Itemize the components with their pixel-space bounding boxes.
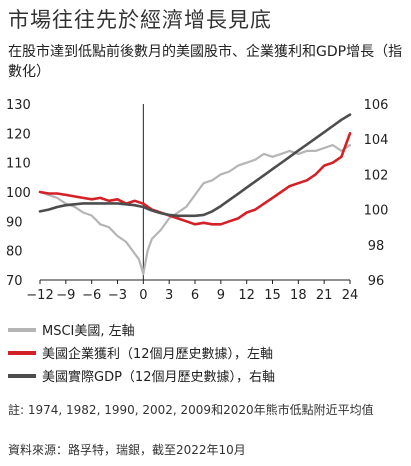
y-right-tick-label: 98 [368, 239, 385, 254]
y-left-tick-label: 110 [6, 157, 31, 172]
chart-legend: MSCI美國, 左軸 美國企業獲利（12個月歷史數據），左軸 美國實際GDP（1… [8, 318, 275, 387]
y-right-tick-label: 106 [364, 98, 389, 113]
y-right-tick-label: 104 [364, 133, 389, 148]
y-left-tick-label: 100 [6, 186, 31, 201]
x-tick-label: −9 [56, 288, 75, 303]
x-tick-label: 18 [290, 288, 307, 303]
y-right-tick-label: 100 [364, 204, 389, 219]
y-left-tick-label: 130 [6, 98, 31, 113]
series-line-gdp [38, 113, 352, 218]
x-tick-label: 12 [238, 288, 255, 303]
y-right-tick-label: 102 [364, 168, 389, 183]
x-tick-label: 9 [217, 288, 225, 303]
y-left-tick-label: 120 [6, 127, 31, 142]
series-line-msci [38, 144, 352, 276]
x-tick-label: 15 [264, 288, 281, 303]
chart-axes: −12 −9 −6 −3 0 3 6 9 12 15 18 21 24 70 80 90 100 110 120 13… [6, 98, 388, 303]
chart-title: 市場往往先於經濟增長見底 [8, 8, 272, 32]
y-left-tick-label: 80 [6, 245, 23, 260]
x-tick-label: −6 [82, 288, 101, 303]
y-left-tick-label: 90 [6, 215, 23, 230]
chart-subtitle: 在股市達到低點前後數月的美國股市、企業獲利和GDP增長（指數化） [8, 44, 403, 80]
x-tick-label: 21 [316, 288, 333, 303]
legend-label-msci: MSCI美國, 左軸 [42, 324, 135, 339]
legend-item-msci: MSCI美國, 左軸 [8, 318, 275, 341]
legend-item-gdp: 美國實際GDP（12個月歷史數據），右軸 [8, 364, 275, 387]
legend-swatch-earnings [8, 350, 36, 355]
x-tick-label: 0 [139, 288, 147, 303]
y-right-tick-label: 96 [368, 274, 385, 289]
legend-label-earnings: 美國企業獲利（12個月歷史數據），左軸 [42, 347, 274, 362]
legend-swatch-gdp [8, 373, 36, 378]
x-tick-label: −3 [108, 288, 127, 303]
chart-series [38, 113, 352, 276]
series-line-earnings [38, 132, 352, 226]
x-tick-label: −12 [26, 288, 53, 303]
x-tick-label: 3 [165, 288, 173, 303]
chart-source: 資料來源：路孚特，瑞銀，截至2022年10月 [8, 443, 246, 457]
legend-item-earnings: 美國企業獲利（12個月歷史數據），左軸 [8, 341, 275, 364]
y-left-tick-label: 70 [6, 274, 23, 289]
x-tick-label: 24 [342, 288, 359, 303]
legend-swatch-msci [8, 327, 36, 332]
chart-note: 註: 1974, 1982, 1990, 2002, 2009和2020年熊市低… [8, 403, 374, 417]
x-tick-label: 6 [191, 288, 199, 303]
line-chart: −12 −9 −6 −3 0 3 6 9 12 15 18 21 24 70 80 90 100 110 120 13… [6, 98, 388, 303]
legend-label-gdp: 美國實際GDP（12個月歷史數據），右軸 [42, 370, 275, 385]
